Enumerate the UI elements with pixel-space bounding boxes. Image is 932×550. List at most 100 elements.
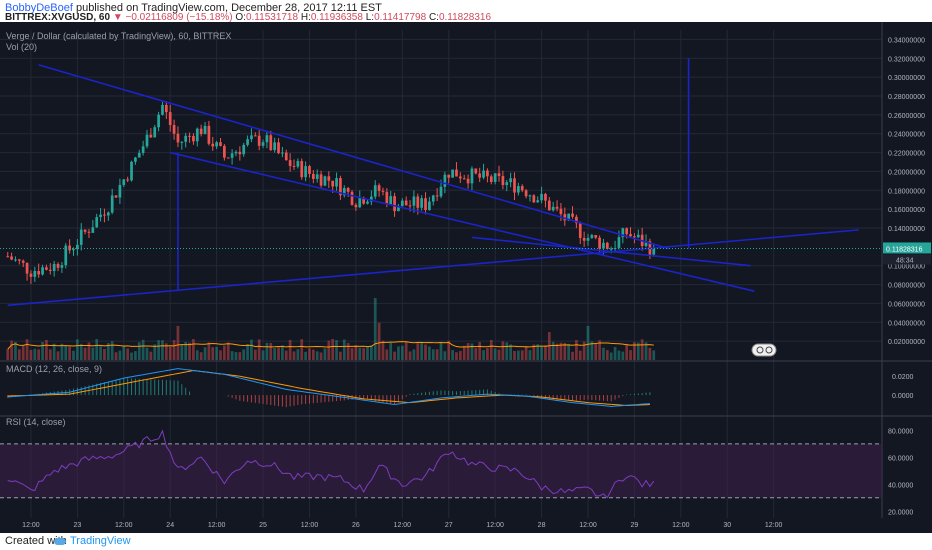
volume-bar (10, 340, 13, 360)
price-tick-label: 0.34000000 (888, 37, 925, 44)
volume-bar (130, 352, 133, 360)
price-tick-label: 0.08000000 (888, 283, 925, 290)
volume-bar (358, 347, 362, 360)
time-tick-label: 12:00 (579, 522, 597, 529)
volume-bar (602, 347, 605, 360)
candle-body (482, 170, 485, 178)
candle-body (261, 142, 265, 146)
volume-bar (79, 343, 83, 360)
volume-bar (33, 348, 37, 360)
replay-icon[interactable] (751, 343, 777, 357)
candle-body (103, 214, 106, 216)
volume-bar (439, 342, 443, 360)
price-tick-label: 0.18000000 (888, 188, 925, 195)
candle-body (447, 174, 451, 178)
candle-body (137, 152, 141, 158)
candle-body (551, 206, 555, 211)
candle-body (520, 186, 524, 191)
candle-body (517, 186, 520, 193)
trendlines[interactable] (0, 58, 882, 307)
volume-bar (582, 341, 586, 360)
price-tick-label: 0.04000000 (888, 320, 925, 327)
volume-bar (489, 339, 493, 360)
main-title: Verge / Dollar (calculated by TradingVie… (6, 31, 231, 41)
candle-body (311, 173, 315, 179)
high-label: H: (300, 12, 311, 23)
chart-area[interactable]: 0.02000000 0.04000000 0.06000000 0.08000000… (0, 22, 932, 533)
candle-body (439, 186, 443, 197)
open-label: O: (235, 12, 246, 23)
volume-bar (339, 351, 342, 360)
symbol-label: BITTREX:XVGUSD, 60 (5, 12, 111, 23)
candle-body (412, 196, 416, 206)
candle-body (462, 178, 466, 180)
chart-svg[interactable]: 0.02000000 0.04000000 0.06000000 0.08000000… (0, 22, 932, 533)
tradingview-brand[interactable]: TradingView (70, 535, 131, 547)
price-tick-label: 0.10000000 (888, 264, 925, 271)
candle-body (354, 204, 358, 208)
candle-body (52, 263, 56, 271)
candle-body (420, 198, 424, 208)
volume-bar (91, 347, 95, 360)
volume-bar (520, 350, 524, 360)
candle-body (327, 176, 331, 181)
volume-bar (474, 348, 478, 360)
candle-body (563, 214, 567, 221)
volume-bar (385, 349, 389, 360)
volume-bar (466, 343, 470, 360)
candle-body (79, 229, 83, 245)
candle-body (153, 127, 157, 138)
volume-bar (505, 342, 509, 360)
volume-bar (157, 340, 160, 360)
volume-bar (6, 349, 10, 360)
volume-bar (203, 347, 207, 360)
time-tick-label: 24 (166, 522, 174, 529)
volume-bar (172, 340, 176, 360)
candle-body (95, 217, 99, 228)
volume-bar (555, 343, 559, 360)
volume-bar (397, 346, 400, 360)
high-value: 0.11936358 (310, 12, 363, 23)
volume-bar (219, 350, 222, 360)
volume-bar (106, 343, 110, 360)
volume-bar (575, 340, 578, 360)
volume-bar (60, 343, 64, 360)
volume-bar (288, 339, 292, 360)
candle-body (609, 248, 613, 250)
time-tick-label: 12:00 (208, 522, 226, 529)
candle-body (536, 200, 540, 203)
candle-body (315, 174, 319, 179)
candle-body (458, 176, 462, 179)
volume-bar (242, 349, 246, 360)
candle-body (505, 182, 509, 186)
candle-body (168, 112, 172, 125)
volume-bar (141, 339, 145, 360)
candle-body (497, 173, 501, 177)
candle-body (45, 267, 48, 270)
candle-body (149, 134, 153, 138)
volume-bar (598, 340, 601, 360)
time-tick-label: 12:00 (672, 522, 690, 529)
author-link[interactable]: BobbyDeBoef (5, 2, 73, 14)
time-tick-label: 12:00 (486, 522, 504, 529)
time-tick-label: 12:00 (115, 522, 133, 529)
volume-bar (29, 349, 33, 360)
volume-bar (625, 343, 629, 360)
candle-body (443, 174, 447, 187)
volume-bar (14, 341, 17, 360)
candle-body (288, 160, 292, 166)
volume-bar (52, 343, 56, 360)
volume-bar (571, 351, 574, 360)
volume-bar (161, 340, 164, 360)
volume-bar (509, 344, 512, 360)
volume-bar (188, 342, 191, 360)
candle-body (652, 248, 656, 255)
volume-title: Vol (20) (6, 42, 37, 52)
candle-body (466, 178, 470, 184)
volume-bar (633, 342, 636, 360)
volume-bar (114, 352, 118, 360)
candle-body (486, 170, 489, 177)
volume-bar (648, 347, 652, 360)
macd-title: MACD (12, 26, close, 9) (6, 364, 102, 374)
time-tick-label: 25 (259, 522, 267, 529)
